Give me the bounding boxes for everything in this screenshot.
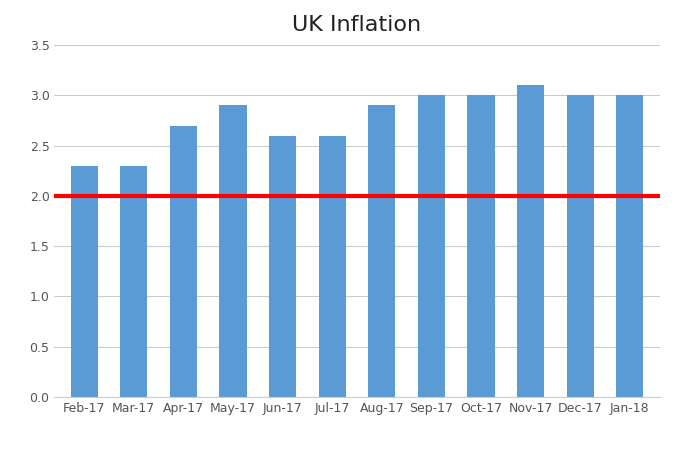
Title: UK Inflation: UK Inflation	[292, 15, 422, 35]
Bar	[170, 125, 197, 397]
Bar	[616, 95, 643, 397]
Bar	[318, 136, 346, 397]
Bar	[517, 85, 544, 397]
Bar	[418, 95, 445, 397]
Bar	[120, 166, 148, 397]
Bar	[566, 95, 594, 397]
Bar	[467, 95, 494, 397]
Bar	[71, 166, 98, 397]
Bar	[269, 136, 296, 397]
Bar	[368, 106, 396, 397]
Bar	[220, 106, 247, 397]
